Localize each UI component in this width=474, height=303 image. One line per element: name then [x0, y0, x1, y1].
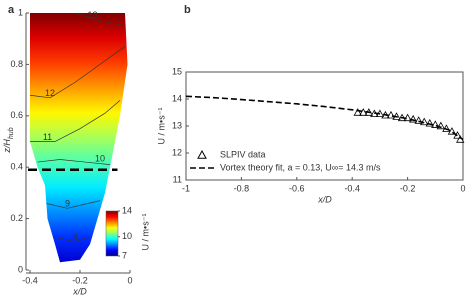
y-tick-label: 15 [172, 66, 182, 76]
y-label-main: z/H [2, 139, 12, 154]
y-tick-label: 0.4 [10, 162, 23, 172]
contour-line [30, 46, 126, 99]
y-tick-label: 1 [18, 7, 23, 17]
y-tick-label: 14 [172, 93, 182, 103]
contour-label: 12 [45, 88, 55, 98]
x-tick-label: -0.6 [289, 183, 305, 193]
x-axis-label: x/D [317, 194, 332, 204]
y-axis-label: z/Hhub [2, 127, 14, 153]
data-point [403, 113, 412, 122]
x-tick-label: -0.4 [344, 183, 360, 193]
y-tick-label: 0 [18, 264, 23, 274]
x-tick-label: -0.2 [72, 275, 88, 285]
x-tick-label: 0 [460, 183, 465, 193]
contour-label: 11 [43, 132, 52, 142]
contour-label: 13 [87, 10, 97, 20]
colorbar [105, 210, 119, 257]
x-tick-label: -0.4 [22, 275, 38, 285]
colorbar-tick-label: 7 [122, 250, 127, 260]
y-axis-label: U / m•s⁻¹ [156, 108, 166, 145]
x-axis-label: x/D [72, 286, 87, 296]
y-tick-label: 11 [173, 174, 182, 184]
y-label-sub: hub [8, 127, 15, 139]
data-point [386, 110, 396, 119]
x-tick-label: 0 [127, 275, 132, 285]
legend-swatch [197, 149, 207, 159]
colorbar-tick-label: 14 [122, 205, 132, 215]
y-tick-label: 13 [172, 120, 182, 130]
data-point [359, 108, 368, 116]
x-tick-label: -0.8 [234, 183, 250, 193]
contour-line [37, 159, 111, 165]
contour-line [74, 13, 126, 27]
contour-line [52, 236, 91, 243]
data-point [447, 127, 457, 135]
y-tick-label: 0.6 [10, 110, 23, 120]
data-point [414, 116, 423, 124]
y-tick-label: 0.8 [10, 59, 23, 69]
contour-label: 10 [95, 154, 105, 164]
contour-line [44, 200, 101, 209]
data-point [431, 120, 440, 128]
velocity-field [30, 13, 128, 263]
fit-line [185, 95, 464, 141]
x-tick-label: -0.2 [400, 183, 416, 193]
colorbar-tick-label: 10 [122, 231, 132, 241]
colorbar-label: U / m•s⁻¹ [140, 214, 150, 251]
data-point [353, 108, 362, 116]
legend-label: Vortex theory fit, a = 0.13, U∞= 14.3 m/… [220, 162, 381, 172]
y-tick-label: 0.2 [10, 213, 23, 223]
contour-line [30, 100, 121, 142]
contour-label: 8 [72, 232, 77, 242]
y-tick-label: 12 [172, 147, 182, 157]
x-tick-label: -1 [182, 183, 190, 193]
panel-label: b [184, 4, 191, 16]
data-point [436, 121, 446, 130]
contour-label: 9 [65, 199, 70, 209]
panel-label: a [8, 4, 15, 16]
legend-label: SLPIV data [220, 149, 266, 159]
